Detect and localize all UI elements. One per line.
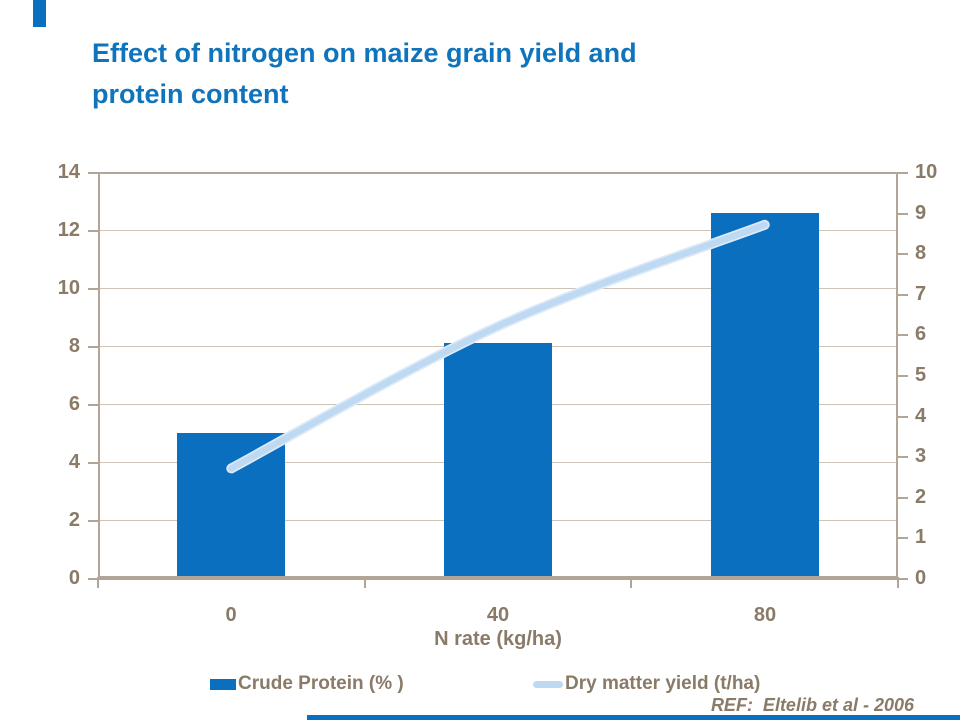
right-axis-tick-label: 6 [915, 323, 927, 345]
page-title-line-2: protein content [92, 79, 289, 109]
line-swatch-icon [533, 680, 563, 688]
right-axis-tick-label: 8 [915, 242, 927, 264]
bar-crude-protein [444, 343, 552, 578]
bar-swatch-icon [210, 678, 236, 690]
right-axis-tick [898, 578, 908, 580]
legend-item-dry-matter-yield: Dry matter yield (t/ha) [533, 672, 760, 696]
x-axis-line [97, 577, 899, 580]
right-axis-tick-label: 2 [915, 486, 927, 508]
x-axis-category-label: 40 [486, 604, 510, 626]
left-axis-tick-label: 14 [57, 161, 80, 183]
bar-crude-protein [177, 433, 285, 578]
top-left-accent-bar [33, 0, 46, 27]
right-axis-tick-label: 10 [915, 161, 938, 183]
left-axis-tick [88, 404, 98, 406]
right-axis-tick-label: 9 [915, 202, 927, 224]
left-axis-tick-label: 2 [68, 509, 80, 531]
right-axis-tick [898, 375, 908, 377]
right-axis-tick [898, 497, 908, 499]
right-axis-tick [898, 537, 908, 539]
x-axis-category-label: 80 [753, 604, 777, 626]
x-axis-tick [897, 578, 899, 588]
right-axis-tick [898, 294, 908, 296]
left-axis-tick [88, 230, 98, 232]
right-axis-tick-label: 3 [915, 445, 927, 467]
bar-crude-protein [711, 213, 819, 578]
right-axis-tick [898, 456, 908, 458]
right-axis-tick-label: 1 [915, 526, 927, 548]
left-axis-tick-label: 0 [68, 567, 80, 589]
h-gridline [98, 230, 898, 231]
left-axis-tick [88, 462, 98, 464]
x-axis-tick [97, 578, 99, 588]
right-axis-tick-label: 4 [915, 405, 927, 427]
left-axis-tick [88, 172, 98, 174]
left-axis-tick-label: 10 [57, 277, 80, 299]
left-axis-tick [88, 288, 98, 290]
right-axis-tick [898, 253, 908, 255]
x-axis-tick [364, 578, 366, 588]
left-axis-tick [88, 578, 98, 580]
x-axis-tick [630, 578, 632, 588]
right-axis-tick [898, 213, 908, 215]
right-axis-tick-label: 0 [915, 567, 927, 589]
x-axis-title: N rate (kg/ha) [434, 628, 562, 650]
legend-label: Crude Protein (% ) [238, 673, 404, 694]
page-title-line-1: Effect of nitrogen on maize grain yield … [92, 38, 637, 68]
reference-citation: REF: Eltelib et al - 2006 [710, 695, 914, 715]
dry-matter-yield-line [226, 219, 770, 474]
page-title: Effect of nitrogen on maize grain yield … [92, 33, 812, 115]
dry-matter-yield-line [228, 221, 768, 472]
left-axis-tick-label: 6 [68, 393, 80, 415]
left-axis-tick-label: 4 [68, 451, 80, 473]
legend-item-crude-protein: Crude Protein (% ) [210, 672, 404, 696]
h-gridline [98, 288, 898, 289]
left-axis-tick-label: 12 [57, 219, 80, 241]
right-axis-tick-label: 7 [915, 283, 927, 305]
right-axis-tick [898, 334, 908, 336]
left-axis-tick-label: 8 [68, 335, 80, 357]
x-axis-category-label: 0 [225, 604, 237, 626]
legend-label: Dry matter yield (t/ha) [565, 673, 761, 694]
right-axis-tick [898, 416, 908, 418]
bottom-accent-bar [307, 715, 960, 720]
right-axis-tick [898, 172, 908, 174]
right-axis-tick-label: 5 [915, 364, 927, 386]
left-axis-tick [88, 346, 98, 348]
left-axis-tick [88, 520, 98, 522]
